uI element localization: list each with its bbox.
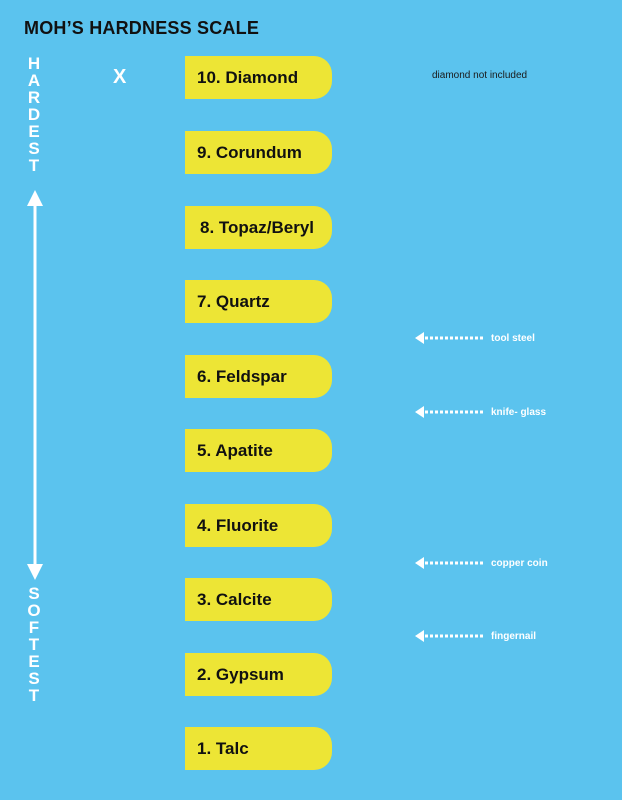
- reference-label: tool steel: [491, 332, 535, 344]
- hardest-letter: D: [27, 105, 41, 124]
- mineral-gypsum: 2. Gypsum: [185, 653, 332, 696]
- reference-copper-coin: copper coin: [415, 556, 548, 570]
- softest-letter: S: [28, 669, 40, 688]
- dotted-arrow-left-icon: [415, 557, 483, 569]
- softest-label: S O F T E S T: [25, 585, 43, 704]
- mineral-talc: 1. Talc: [185, 727, 332, 770]
- arrow-down-icon: [27, 564, 43, 580]
- mineral-calcite: 3. Calcite: [185, 578, 332, 621]
- excluded-x-mark: X: [113, 66, 127, 88]
- mineral-apatite: 5. Apatite: [185, 429, 332, 472]
- softest-letter: S: [28, 584, 40, 603]
- hardest-letter: T: [28, 156, 40, 175]
- arrow-up-icon: [27, 190, 43, 206]
- reference-tool-steel: tool steel: [415, 331, 535, 345]
- reference-label: fingernail: [491, 630, 537, 642]
- hardest-letter: H: [27, 54, 41, 73]
- dotted-arrow-left-icon: [415, 630, 483, 642]
- mineral-corundum: 9. Corundum: [185, 131, 332, 174]
- softest-letter: F: [28, 618, 40, 637]
- reference-label: knife- glass: [491, 406, 547, 418]
- hardest-letter: E: [28, 122, 40, 141]
- reference-knife-glass: knife- glass: [415, 405, 546, 419]
- hardness-scale-arrow: [27, 190, 43, 580]
- reference-label: copper coin: [491, 557, 548, 569]
- softest-letter: O: [27, 601, 41, 620]
- mineral-diamond: 10. Diamond: [185, 56, 332, 99]
- hardest-letter: A: [27, 71, 41, 90]
- softest-letter: T: [28, 635, 40, 654]
- diamond-note: diamond not included: [432, 70, 528, 81]
- mineral-quartz: 7. Quartz: [185, 280, 332, 323]
- hardest-letter: R: [27, 88, 41, 107]
- mineral-fluorite: 4. Fluorite: [185, 504, 332, 547]
- softest-letter: E: [28, 652, 40, 671]
- page-title: MOH’S HARDNESS SCALE: [24, 18, 260, 38]
- hardest-letter: S: [28, 139, 40, 158]
- mineral-topaz-beryl: 8. Topaz/Beryl: [185, 206, 332, 249]
- reference-fingernail: fingernail: [415, 629, 536, 643]
- softest-letter: T: [28, 686, 40, 705]
- hardest-label: H A R D E S T: [25, 55, 43, 174]
- dotted-arrow-left-icon: [415, 332, 483, 344]
- dotted-arrow-left-icon: [415, 406, 483, 418]
- mineral-feldspar: 6. Feldspar: [185, 355, 332, 398]
